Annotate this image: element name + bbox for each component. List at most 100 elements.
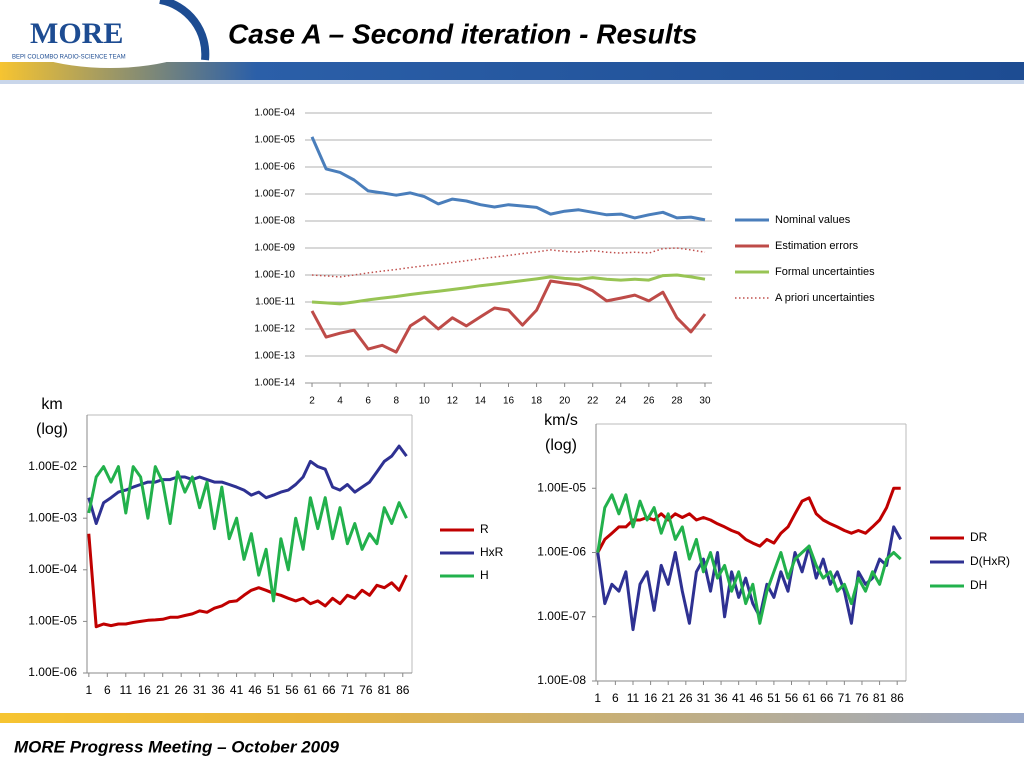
series-line (311, 247, 706, 278)
x-tick-label: 41 (732, 691, 746, 705)
x-tick-label: 71 (341, 683, 355, 697)
header-band (0, 62, 1024, 80)
x-tick-label: 56 (285, 683, 299, 697)
footer-text: MORE Progress Meeting – October 2009 (14, 737, 340, 756)
x-tick-label: 16 (503, 396, 515, 407)
series-line (311, 273, 706, 306)
y-tick-label: 1.00E-08 (254, 216, 295, 227)
x-tick-label: 26 (174, 683, 188, 697)
y-tick-label: 1.00E-12 (254, 324, 295, 335)
legend-label: H (480, 568, 489, 582)
logo-arc (159, 0, 210, 61)
legend-label: R (480, 522, 489, 536)
logo-subtitle: BEPI COLOMBO RADIO-SCIENCE TEAM (12, 55, 126, 61)
y-axis-label: (log) (545, 437, 577, 454)
x-tick-label: 81 (378, 683, 392, 697)
x-tick-label: 28 (671, 396, 683, 407)
x-tick-label: 11 (627, 691, 640, 705)
x-tick-label: 21 (156, 683, 170, 697)
x-tick-label: 12 (447, 396, 459, 407)
x-tick-label: 4 (337, 396, 343, 407)
y-tick-label: 1.00E-07 (254, 189, 295, 200)
logo-text: MORE (30, 17, 123, 50)
x-tick-label: 16 (138, 683, 152, 697)
x-tick-label: 24 (615, 396, 627, 407)
x-tick-label: 2 (309, 396, 315, 407)
x-tick-label: 1 (86, 683, 93, 697)
series-line (310, 279, 707, 354)
series-line (87, 465, 408, 603)
x-tick-label: 61 (304, 683, 318, 697)
y-tick-label: 1.00E-10 (254, 270, 295, 281)
x-tick-label: 61 (802, 691, 816, 705)
y-tick-label: 1.00E-09 (254, 243, 295, 254)
legend-label: A priori uncertainties (775, 292, 875, 304)
x-tick-label: 31 (697, 691, 711, 705)
y-tick-label: 1.00E-05 (254, 135, 295, 146)
y-tick-label: 1.00E-06 (254, 162, 295, 173)
x-tick-label: 66 (322, 683, 336, 697)
y-tick-label: 1.00E-07 (537, 609, 586, 623)
slide-title: Case A – Second iteration - Results (228, 18, 697, 49)
series-line (310, 136, 706, 222)
x-tick-label: 10 (419, 396, 431, 407)
logo-bg (10, 0, 210, 68)
y-axis-label: km (41, 396, 62, 413)
x-tick-label: 6 (365, 396, 371, 407)
y-tick-label: 1.00E-11 (255, 297, 295, 308)
x-tick-label: 51 (267, 683, 281, 697)
x-tick-label: 30 (699, 396, 711, 407)
x-tick-label: 56 (785, 691, 799, 705)
x-tick-label: 86 (396, 683, 410, 697)
header-band-light (0, 80, 1024, 84)
y-tick-label: 1.00E-03 (28, 510, 77, 524)
y-tick-label: 1.00E-08 (537, 673, 586, 687)
x-tick-label: 26 (643, 396, 655, 407)
footer-band (0, 713, 1024, 723)
x-tick-label: 18 (531, 396, 543, 407)
x-tick-label: 22 (587, 396, 599, 407)
legend-label: DR (970, 530, 988, 544)
x-tick-label: 51 (767, 691, 781, 705)
x-tick-label: 36 (211, 683, 225, 697)
x-tick-label: 26 (679, 691, 693, 705)
x-tick-label: 8 (393, 396, 399, 407)
x-tick-label: 46 (750, 691, 764, 705)
y-axis-label: km/s (544, 412, 578, 429)
legend-label: Estimation errors (775, 240, 859, 252)
x-tick-label: 66 (820, 691, 834, 705)
x-tick-label: 31 (193, 683, 207, 697)
legend-label: Nominal values (775, 214, 851, 226)
x-tick-label: 36 (714, 691, 728, 705)
x-tick-label: 16 (644, 691, 658, 705)
x-tick-label: 1 (594, 691, 601, 705)
y-tick-label: 1.00E-05 (28, 614, 77, 628)
x-tick-label: 20 (559, 396, 571, 407)
x-tick-label: 21 (662, 691, 676, 705)
legend-label: HxR (480, 545, 504, 559)
x-tick-label: 76 (855, 691, 869, 705)
x-tick-label: 46 (248, 683, 262, 697)
series-line (596, 493, 902, 625)
y-tick-label: 1.00E-14 (254, 378, 295, 389)
x-tick-label: 81 (873, 691, 887, 705)
y-tick-label: 1.00E-02 (28, 459, 77, 473)
x-tick-label: 6 (612, 691, 619, 705)
legend-label: DH (970, 578, 987, 592)
x-tick-label: 14 (475, 396, 487, 407)
y-tick-label: 1.00E-06 (537, 545, 586, 559)
x-tick-label: 71 (838, 691, 852, 705)
legend-label: D(HxR) (970, 554, 1010, 568)
series-line (87, 533, 408, 629)
x-tick-label: 86 (891, 691, 905, 705)
y-tick-label: 1.00E-06 (28, 665, 77, 679)
series-line (87, 444, 408, 525)
x-tick-label: 6 (104, 683, 111, 697)
x-tick-label: 76 (359, 683, 373, 697)
x-tick-label: 41 (230, 683, 244, 697)
y-tick-label: 1.00E-04 (254, 108, 295, 119)
series-line (596, 486, 901, 554)
y-axis-label: (log) (36, 421, 68, 438)
y-tick-label: 1.00E-05 (537, 480, 586, 494)
